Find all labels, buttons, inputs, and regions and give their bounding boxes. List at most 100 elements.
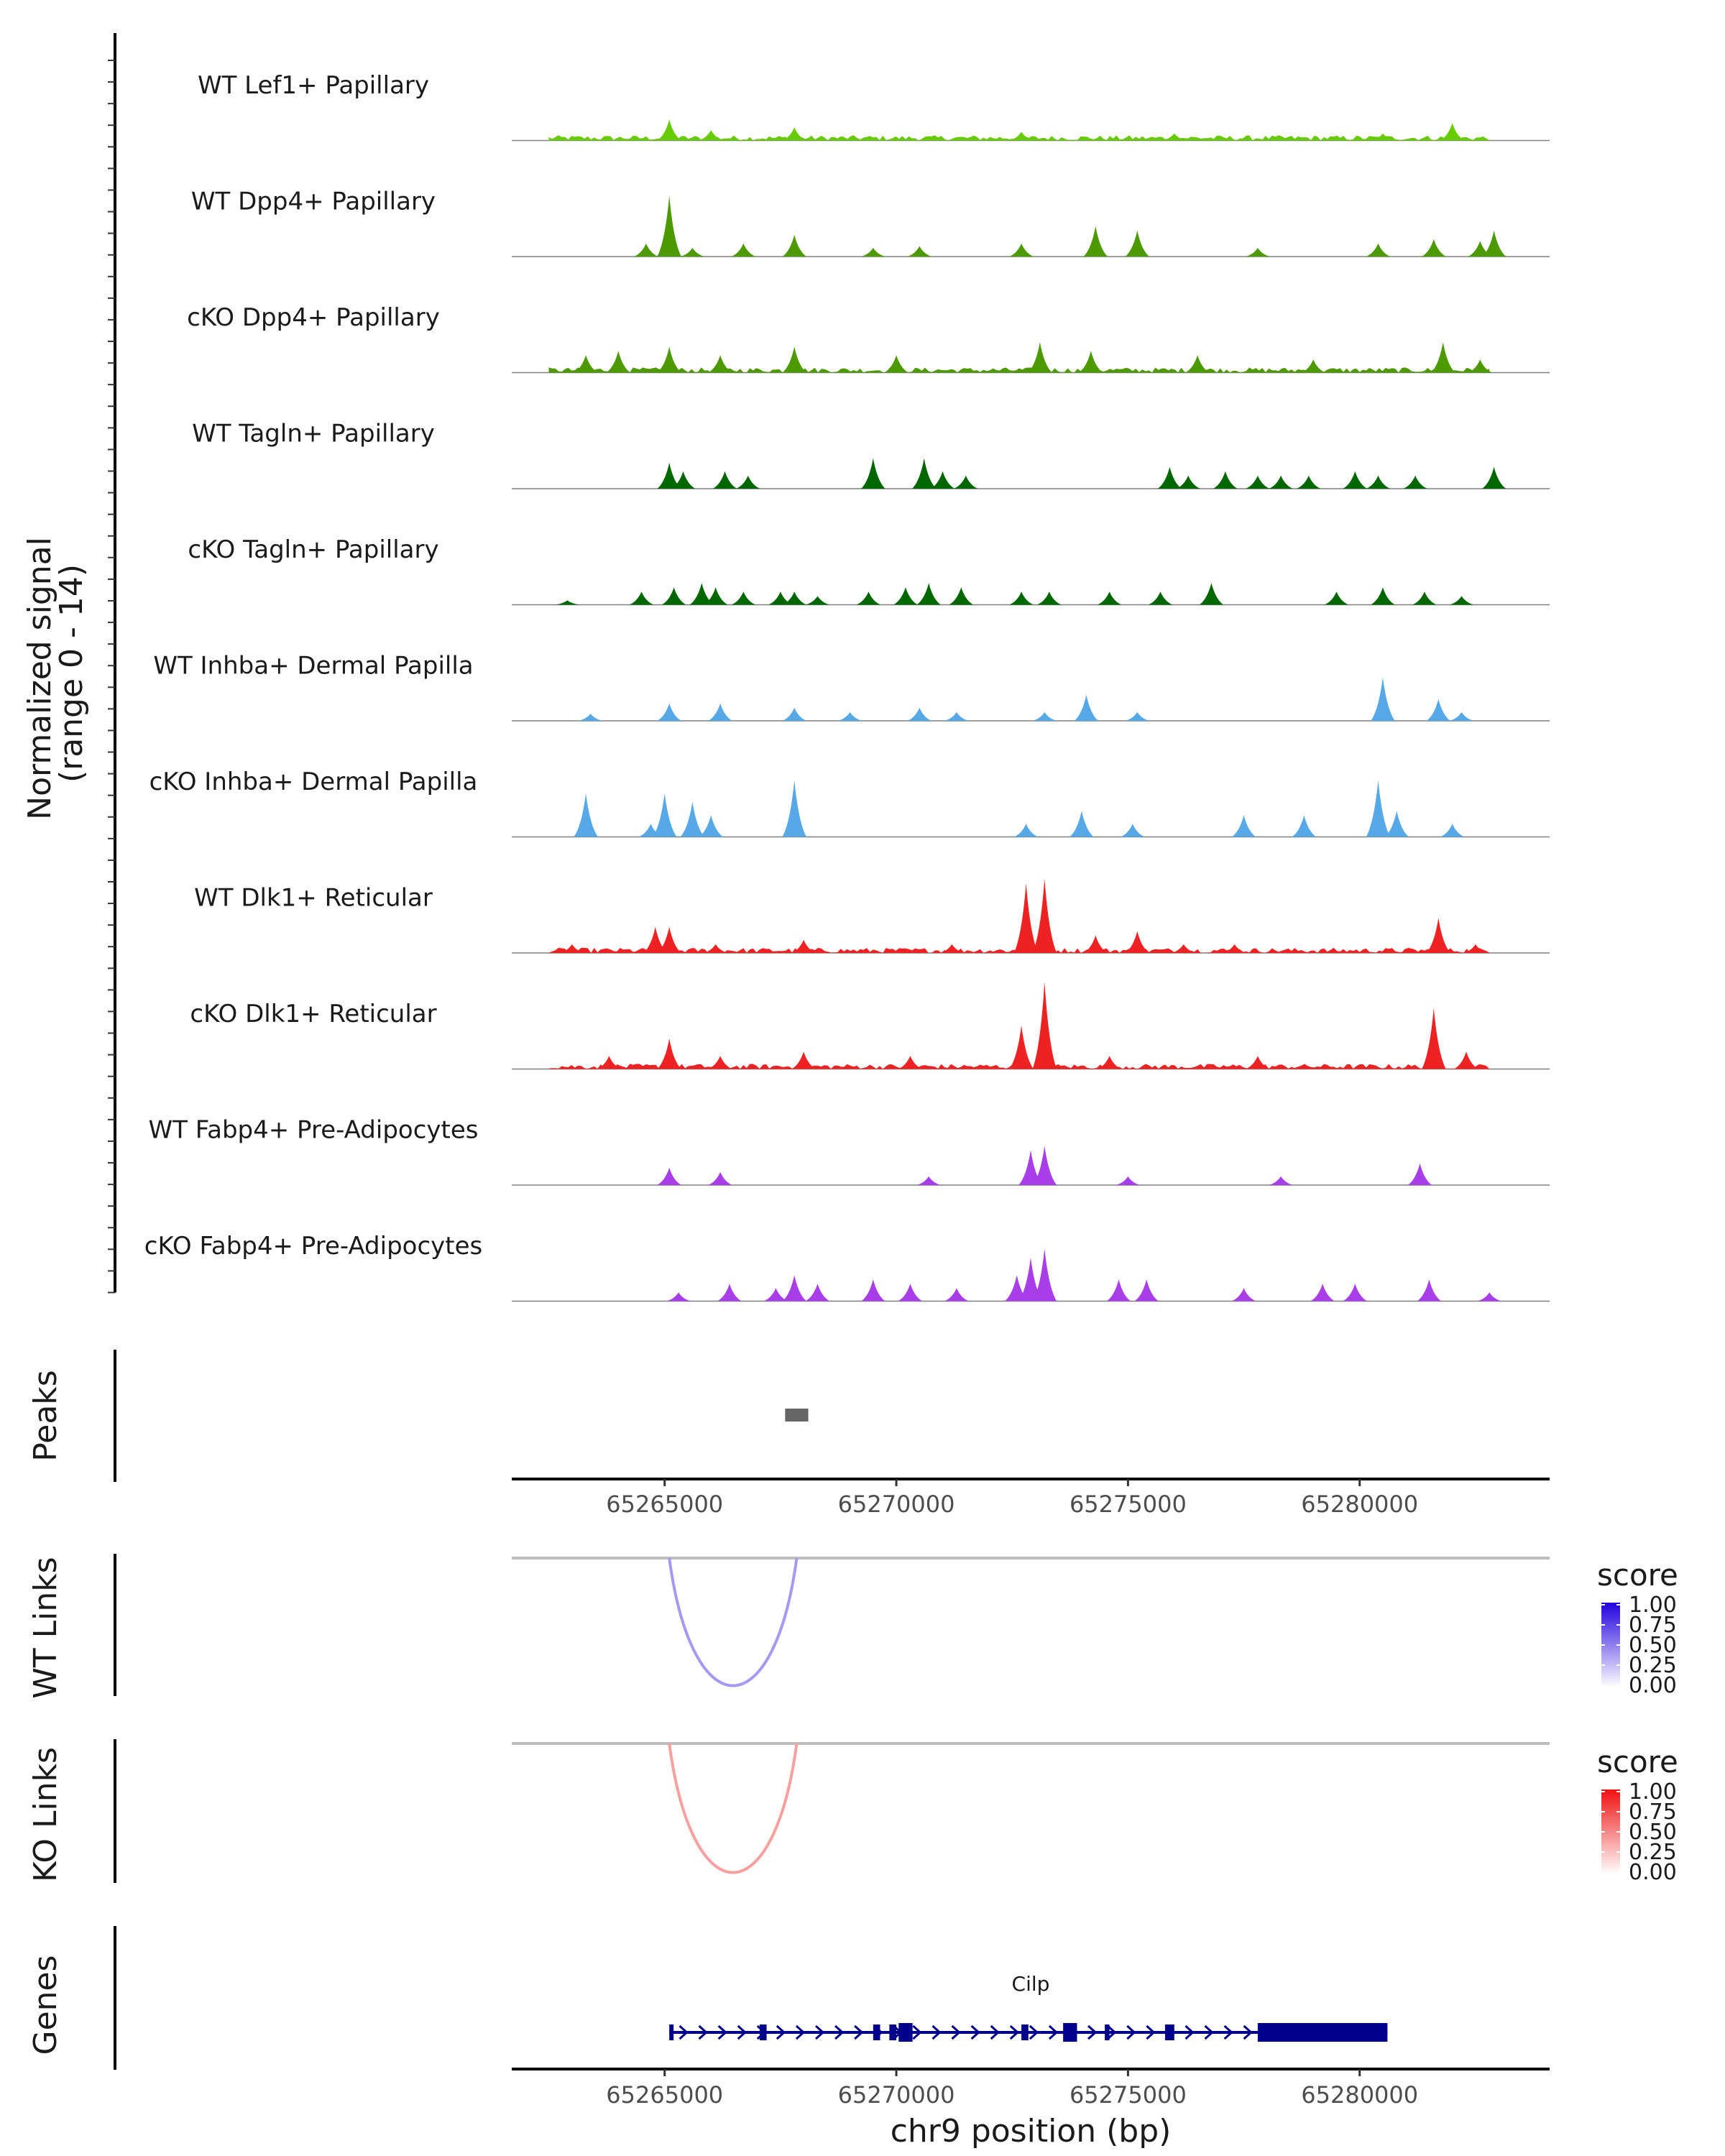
coverage-panel: WT Lef1+ Papillary WT Dpp4+ Papillary cKO … [108, 33, 1550, 1302]
coverage-track: WT Tagln+ Papillary [192, 420, 1550, 489]
gene-name-label: Cilp [1012, 1972, 1050, 1996]
coverage-peak [768, 591, 793, 605]
coverage-peak [898, 1056, 923, 1069]
coverage-track-label: cKO Tagln+ Papillary [188, 535, 438, 564]
coverage-peak [782, 127, 806, 141]
coverage-track: cKO Dlk1+ Reticular [190, 982, 1550, 1070]
coverage-peak [1097, 591, 1122, 605]
coverage-peak [930, 471, 955, 489]
coverage-track: WT Dlk1+ Reticular [194, 879, 1550, 954]
link-arc [668, 1557, 799, 1687]
gene-strand-arrow [1204, 2024, 1214, 2040]
coverage-peak [629, 591, 654, 605]
coverage-peak [954, 475, 978, 489]
gene-strand-arrow [737, 2024, 747, 2040]
gene-strand-arrow [1126, 2024, 1136, 2040]
coverage-y-axis-title-line2: (range 0 - 14) [53, 564, 90, 783]
gene-strand-arrow [854, 2024, 864, 2040]
coverage-peak [782, 780, 806, 837]
coverage-peak [1440, 123, 1465, 141]
coverage-peak [1032, 879, 1057, 953]
coverage-peak [1213, 471, 1238, 489]
coverage-peak [653, 793, 677, 837]
coverage-peak [657, 346, 681, 373]
coverage-peak [671, 471, 696, 489]
x-axis-top-tick-label: 65275000 [1070, 1491, 1187, 1518]
coverage-peak [1371, 677, 1395, 721]
coverage-peak [731, 591, 756, 605]
coverage-peak [1032, 1146, 1057, 1185]
gene-strand-arrow [1107, 2024, 1117, 2040]
gene-strand-arrow [1223, 2024, 1233, 2040]
coverage-peak [597, 1056, 622, 1069]
gene-exon [1021, 2024, 1029, 2040]
gene-strand-arrow [1243, 2024, 1253, 2040]
coverage-peak [661, 587, 686, 605]
coverage-peak [1125, 230, 1149, 257]
coverage-peak [1440, 824, 1465, 837]
coverage-peak [1371, 133, 1395, 141]
coverage-peak [717, 1284, 742, 1302]
coverage-peak [1172, 944, 1196, 953]
coverage-noise-area [548, 367, 1490, 373]
coverage-peak [560, 944, 584, 953]
coverage-peak [1343, 471, 1367, 489]
coverage-peak [939, 944, 965, 953]
coverage-track: cKO Tagln+ Papillary [188, 535, 1550, 606]
coverage-peak [1106, 1279, 1131, 1302]
links-legend-tick-label: 0.50 [1629, 1633, 1677, 1658]
coverage-peak [856, 591, 881, 605]
coverage-peak [1366, 243, 1391, 257]
coverage-peak [1454, 1051, 1478, 1069]
coverage-peak [944, 1288, 969, 1302]
coverage-peak [1032, 711, 1057, 721]
coverage-peak [699, 130, 723, 141]
coverage-peak [699, 815, 723, 837]
gene-exon [889, 2024, 897, 2040]
coverage-peak [1176, 475, 1200, 489]
links-legend-title: score [1597, 1744, 1678, 1779]
coverage-peak [763, 1288, 788, 1302]
gene-strand-arrow [717, 2024, 727, 2040]
wt-links-title: WT Links [27, 1557, 64, 1698]
gene-exon [1063, 2023, 1077, 2042]
coverage-peak [1301, 359, 1325, 373]
links-panels: score1.000.750.500.250.00score1.000.750.… [114, 1554, 1678, 1885]
coverage-peak [1231, 815, 1256, 837]
ko-links-title: KO Links [27, 1747, 64, 1882]
gene-strand-arrow [970, 2024, 980, 2040]
gene-strand-arrow [1146, 2024, 1156, 2040]
x-axis-bottom: 65265000 65270000 65275000 65280000 [512, 2068, 1550, 2109]
gene-exon [759, 2024, 767, 2040]
coverage-peak [861, 458, 886, 489]
coverage-peak [1222, 944, 1247, 953]
coverage-peak [643, 926, 668, 953]
coverage-peak [1185, 355, 1210, 373]
coverage-peak [916, 1176, 941, 1185]
coverage-peak [1134, 1279, 1159, 1302]
coverage-peak [1310, 1284, 1335, 1302]
coverage-peak [1009, 243, 1034, 257]
coverage-peak [606, 351, 630, 373]
gene-strand-arrow [795, 2024, 806, 2040]
coverage-peak [1481, 230, 1506, 257]
coverage-peak [634, 243, 658, 257]
coverage-peak [666, 1292, 691, 1302]
coverage-peak [1343, 1284, 1367, 1302]
coverage-peak [736, 475, 760, 489]
coverage-peak [884, 355, 908, 373]
coverage-peak [657, 1167, 681, 1185]
coverage-peak [657, 703, 681, 721]
coverage-peak [1246, 1056, 1270, 1069]
coverage-peak [1079, 351, 1103, 373]
coverage-track: cKO Dpp4+ Papillary [187, 303, 1550, 374]
coverage-peak [861, 247, 886, 257]
coverage-peak [782, 234, 806, 257]
links-legend-tick-label: 0.75 [1629, 1613, 1677, 1638]
coverage-peak [916, 583, 941, 605]
coverage-peak [944, 711, 969, 721]
gene-strand-arrow [1184, 2024, 1195, 2040]
coverage-track-label: WT Fabp4+ Pre-Adipocytes [149, 1116, 479, 1145]
coverage-peak [1366, 475, 1391, 489]
